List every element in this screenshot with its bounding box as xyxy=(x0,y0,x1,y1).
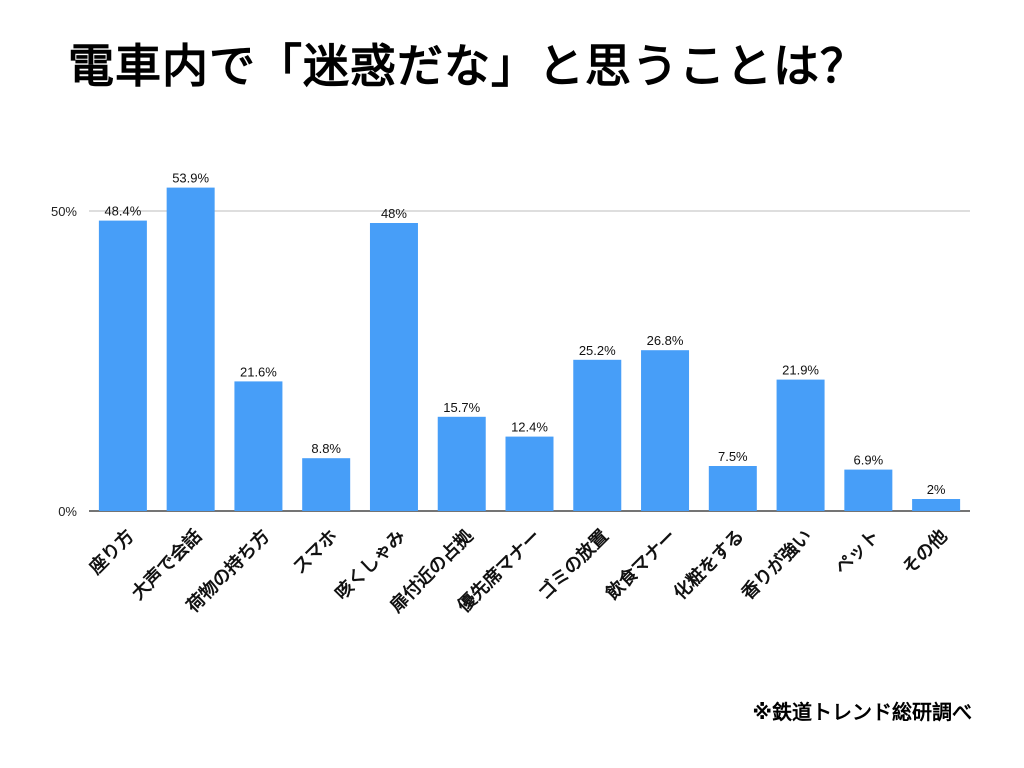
bar xyxy=(302,458,351,511)
bar-value-label: 26.8% xyxy=(647,333,684,348)
bar xyxy=(166,187,215,511)
bar xyxy=(776,379,825,511)
y-axis-ticks: 0% 50% xyxy=(51,204,77,519)
bar xyxy=(844,469,893,511)
bar-value-label: 21.6% xyxy=(240,364,277,379)
chart-title: 電車内で「迷惑だな」と思うことは？ xyxy=(68,39,867,93)
bar-value-label: 2% xyxy=(927,482,946,497)
bar-value-label: 12.4% xyxy=(511,420,548,435)
bar-value-label: 48% xyxy=(381,206,407,221)
bar xyxy=(369,223,418,511)
category-label: 飲食マナー xyxy=(601,525,681,605)
category-label: ゴミの放置 xyxy=(534,525,613,604)
category-label: その他 xyxy=(898,525,952,579)
bar-value-label: 53.9% xyxy=(172,171,209,186)
category-label: 化粧をする xyxy=(669,525,748,604)
bar xyxy=(641,350,690,511)
category-label: ペット xyxy=(831,526,884,579)
bar xyxy=(912,499,961,511)
source-note: ※鉄道トレンド総研調べ xyxy=(752,700,972,724)
bar xyxy=(708,466,757,511)
bar-value-label: 25.2% xyxy=(579,343,616,358)
bar xyxy=(98,220,147,511)
category-label: スマホ xyxy=(289,526,342,579)
bar-value-label: 8.8% xyxy=(311,441,341,456)
bar xyxy=(437,416,486,511)
bar-value-label: 15.7% xyxy=(443,400,480,415)
category-label: 香りが強い xyxy=(736,525,816,605)
bar-value-label: 48.4% xyxy=(104,204,141,219)
bars xyxy=(98,187,961,511)
bar-value-label: 7.5% xyxy=(718,449,748,464)
data-labels: 48.4% 53.9% 21.6% 8.8% 48% 15.7% 12.4% 25.2% 26.… xyxy=(104,171,945,497)
bar-value-label: 21.9% xyxy=(782,363,819,378)
bar-value-label: 6.9% xyxy=(854,453,884,468)
bar xyxy=(505,436,554,511)
y-tick-label: 0% xyxy=(58,504,77,519)
category-label: 座り方 xyxy=(85,525,139,579)
bar xyxy=(573,359,622,511)
bar xyxy=(234,381,283,511)
y-tick-label: 50% xyxy=(51,204,77,219)
